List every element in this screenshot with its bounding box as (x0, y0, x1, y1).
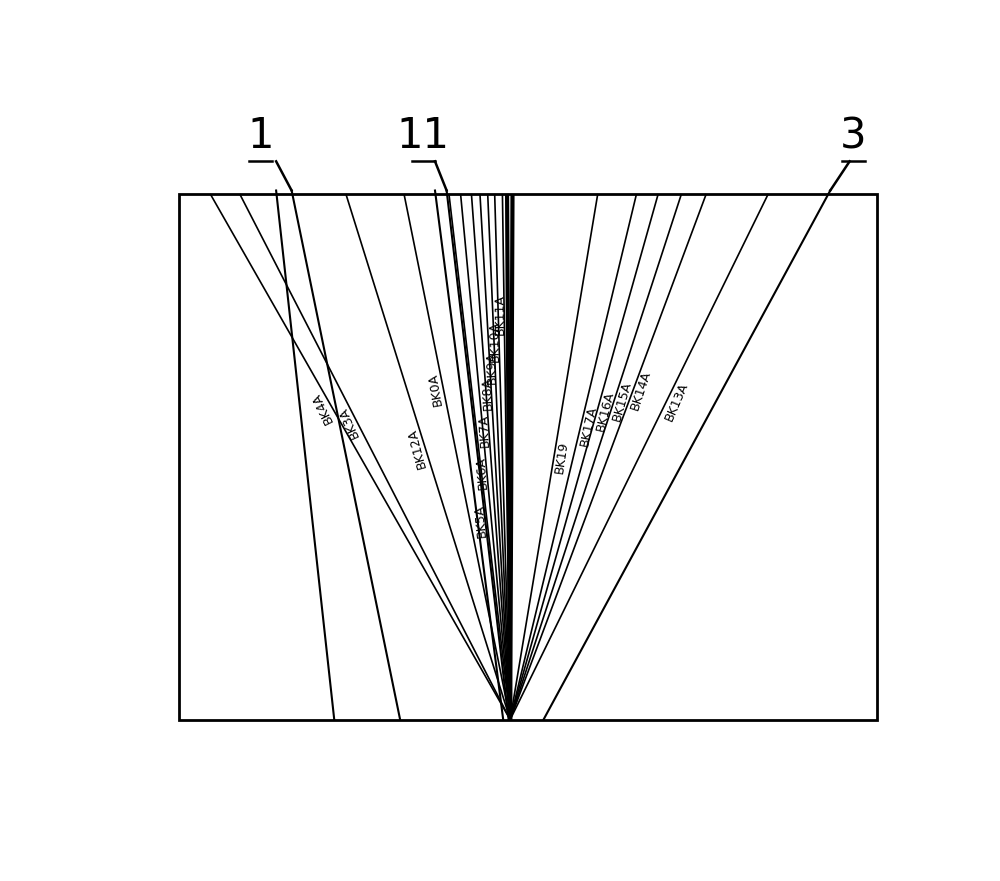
Text: BK13A: BK13A (662, 381, 690, 424)
Text: BK7A: BK7A (477, 414, 492, 448)
Text: 11: 11 (397, 115, 450, 157)
Text: BK12A: BK12A (406, 426, 429, 470)
Text: BK14A: BK14A (629, 369, 654, 412)
Text: 1: 1 (247, 115, 274, 157)
Text: BK5A: BK5A (473, 503, 489, 537)
Text: BK0A: BK0A (426, 372, 445, 407)
Text: 3: 3 (840, 115, 867, 157)
Text: BK8A: BK8A (480, 377, 495, 411)
Text: BK3A: BK3A (336, 405, 362, 440)
Bar (179, 194, 877, 720)
Text: BK6A: BK6A (474, 455, 489, 490)
Text: BK9A: BK9A (484, 351, 498, 384)
Text: BK10A: BK10A (488, 321, 502, 362)
Text: BK19: BK19 (553, 440, 570, 475)
Text: BK4A: BK4A (309, 390, 335, 426)
Text: BK11A: BK11A (494, 294, 507, 336)
Text: BK16A: BK16A (594, 389, 616, 433)
Text: BK15A: BK15A (610, 379, 634, 422)
Text: BK17A: BK17A (578, 405, 599, 448)
